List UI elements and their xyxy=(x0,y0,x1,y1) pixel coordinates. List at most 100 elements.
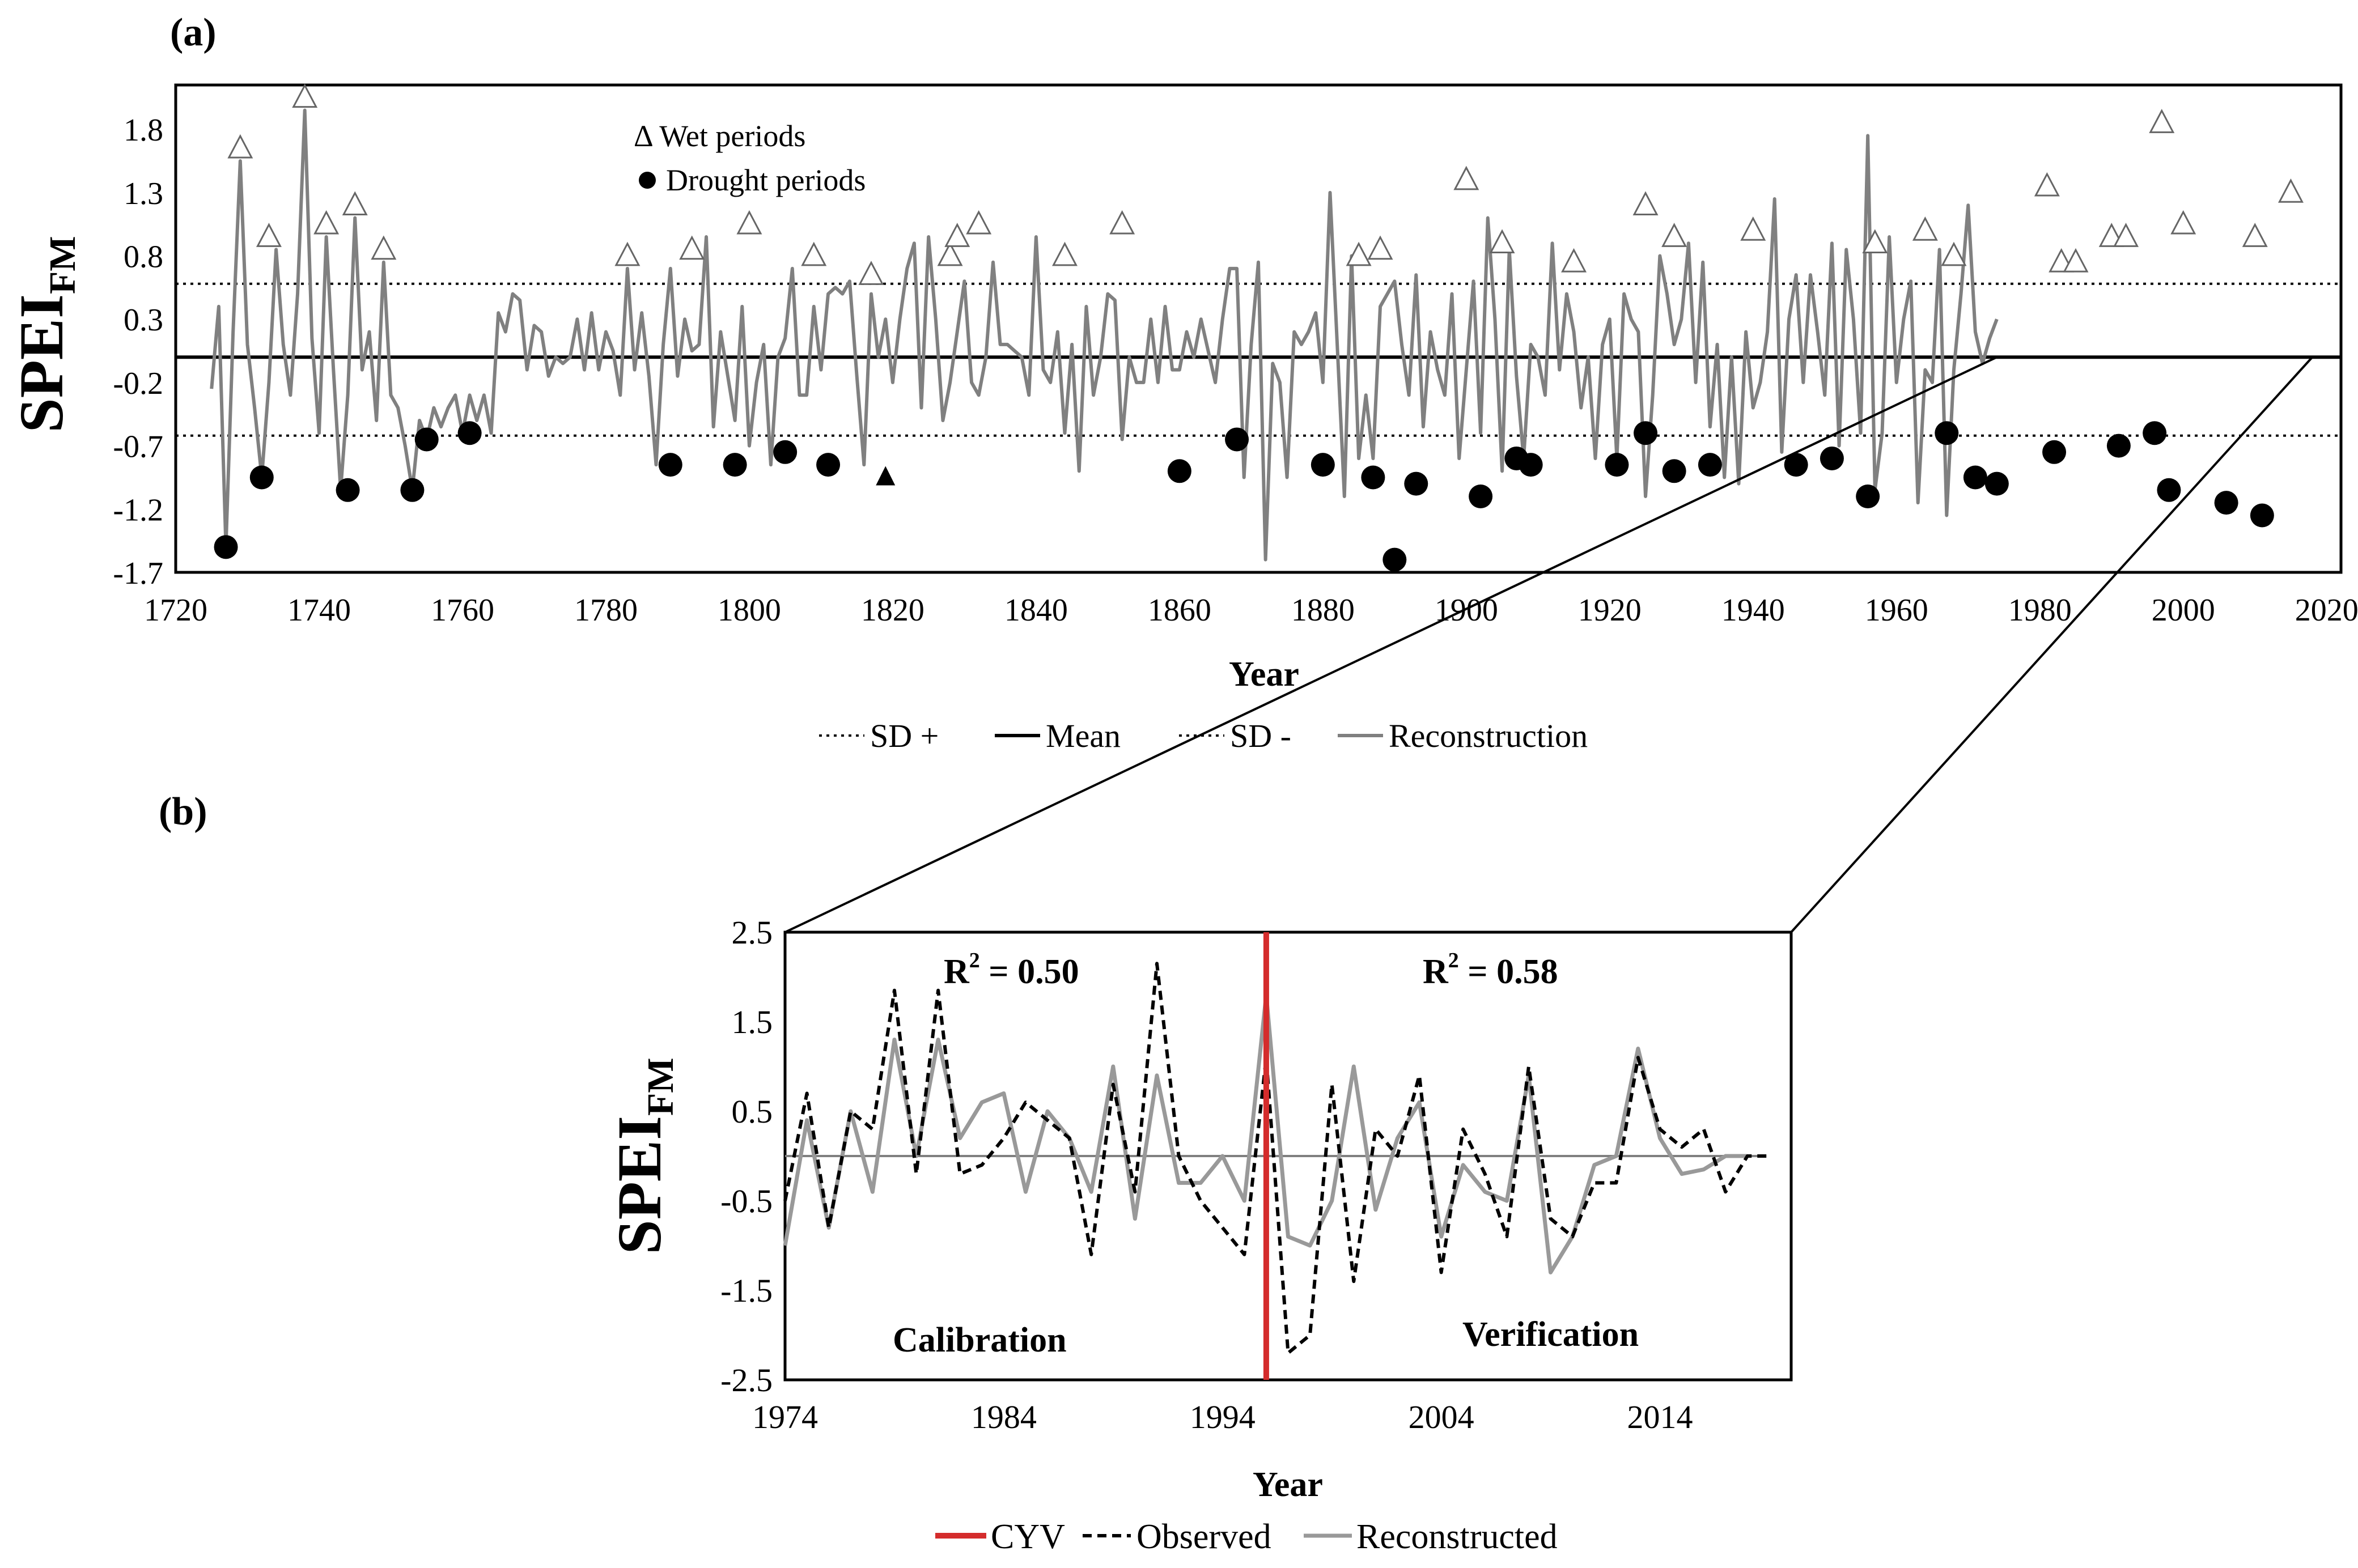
panel-b-label: (b) xyxy=(159,790,207,834)
panel-b-calibration-label: Calibration xyxy=(893,1321,1067,1359)
wet-period-marker xyxy=(2063,248,2089,273)
panel-a-x-tick-labels: 1720 1740 1760 1780 1800 1820 1840 1860 1880 1900… xyxy=(144,593,2358,628)
panel-a-drought-periods-note: Drought periods xyxy=(666,163,866,197)
panel-a-y-tick-labels: -1.7 -1.2 -0.7 -0.2 0.3 0.8 1.3 1.8 xyxy=(113,113,163,591)
panel-b-y-tick-label: 2.5 xyxy=(732,914,773,951)
drought-period-marker xyxy=(1820,446,1844,470)
legend-reconstructed-label: Reconstructed xyxy=(1356,1518,1558,1556)
panel-a-y-tick-label: -0.7 xyxy=(113,430,163,465)
panel-a-x-tick-label: 1800 xyxy=(718,593,781,628)
panel-a-wet-periods-note: Δ Wet periods xyxy=(634,119,805,153)
legend-sd-plus-label: SD + xyxy=(870,717,939,754)
drought-period-marker xyxy=(1784,453,1808,477)
panel-b-x-tick-label: 1984 xyxy=(971,1399,1037,1435)
panel-a-y-tick-label: -1.2 xyxy=(113,492,163,528)
wet-period-marker xyxy=(937,241,963,266)
drought-period-marker xyxy=(2214,491,2238,515)
drought-period-marker xyxy=(723,453,747,477)
panel-a-label: (a) xyxy=(170,11,217,54)
drought-period-marker xyxy=(1662,459,1686,483)
legend-cyv-label: CYV xyxy=(991,1518,1065,1556)
drought-period-marker xyxy=(1605,453,1629,477)
panel-a-x-tick-label: 2020 xyxy=(2295,593,2358,628)
wet-period-marker xyxy=(966,210,992,235)
drought-triangle-marker xyxy=(876,466,896,486)
wet-period-marker xyxy=(614,241,641,266)
svg-text:SPEIFM: SPEIFM xyxy=(605,1057,681,1254)
panel-a-y-tick-label: -1.7 xyxy=(113,556,163,591)
wet-period-marker xyxy=(1109,210,1135,235)
zoom-connector-left xyxy=(784,356,1997,933)
panel-a-x-tick-label: 1880 xyxy=(1291,593,1355,628)
wet-period-marker xyxy=(1453,165,1479,190)
legend-sd-minus-label: SD - xyxy=(1230,717,1291,754)
panel-b-r2-verification: R2 = 0.58 xyxy=(1423,949,1558,991)
panel-a-y-tick-label: 1.3 xyxy=(124,176,163,211)
wet-period-marker xyxy=(1561,248,1587,273)
drought-period-marker xyxy=(1311,453,1335,477)
drought-period-marker xyxy=(1963,465,1987,490)
wet-period-marker xyxy=(2113,223,2139,247)
wet-period-marker xyxy=(1632,191,1659,216)
legend-mean-label: Mean xyxy=(1046,717,1121,754)
wet-period-marker xyxy=(292,83,318,108)
wet-period-marker xyxy=(1941,241,1967,266)
panel-a-ylabel-sub: FM xyxy=(42,236,83,294)
drought-period-marker xyxy=(2250,503,2274,528)
panel-a-y-tick-label: -0.2 xyxy=(113,366,163,401)
drought-period-marker xyxy=(816,453,841,477)
drought-period-marker xyxy=(773,440,798,464)
drought-period-marker xyxy=(1984,471,2009,496)
drought-period-marker xyxy=(214,535,238,559)
panel-b-ylabel-main: SPEI xyxy=(605,1116,674,1255)
wet-period-marker xyxy=(342,191,368,216)
wet-period-marker xyxy=(1346,241,1372,266)
drought-period-marker xyxy=(400,478,425,502)
panel-a-x-tick-label: 1980 xyxy=(2008,593,2072,628)
wet-period-marker xyxy=(679,235,705,260)
wet-period-marker xyxy=(1051,241,1078,266)
zoom-connector-right xyxy=(1790,356,2313,933)
panel-b-y-tick-label: 0.5 xyxy=(732,1093,773,1130)
drought-period-marker xyxy=(457,421,482,445)
wet-period-marker xyxy=(2242,223,2268,247)
drought-period-marker xyxy=(1167,459,1191,483)
panel-b-x-tick-labels: 1974 1984 1994 2004 2014 xyxy=(752,1399,1693,1435)
panel-a-y-tick-label: 0.8 xyxy=(124,240,163,275)
wet-period-marker xyxy=(736,210,762,235)
drought-period-marker xyxy=(658,453,682,477)
drought-period-marker xyxy=(1382,547,1407,572)
panel-b-xlabel: Year xyxy=(1253,1465,1323,1504)
panel-a-wet-markers xyxy=(227,83,2304,285)
panel-a-plot-frame xyxy=(174,83,2343,574)
wet-period-marker xyxy=(313,210,340,235)
panel-b-x-tick-label: 2004 xyxy=(1409,1399,1474,1435)
panel-a-x-tick-label: 1840 xyxy=(1004,593,1068,628)
panel-b-r2-calibration: R2 = 0.50 xyxy=(944,949,1079,991)
panel-b-y-tick-label: 1.5 xyxy=(732,1004,773,1040)
drought-period-marker xyxy=(1469,484,1493,508)
panel-a-x-tick-label: 2000 xyxy=(2152,593,2215,628)
panel-a-x-tick-label: 1760 xyxy=(431,593,494,628)
panel-a-x-tick-label: 1780 xyxy=(574,593,638,628)
panel-a-drought-markers xyxy=(214,421,2274,572)
drought-period-marker xyxy=(1698,453,1722,477)
panel-a-y-tick-label: 1.8 xyxy=(124,113,163,148)
wet-period-marker xyxy=(227,134,253,159)
drought-period-marker xyxy=(249,465,274,490)
panel-b-y-tick-label: -1.5 xyxy=(720,1272,773,1309)
panel-a-drought-note-dot xyxy=(639,172,656,189)
panel-a-x-tick-label: 1920 xyxy=(1578,593,1642,628)
drought-period-marker xyxy=(336,478,360,502)
wet-period-marker xyxy=(1661,223,1687,247)
panel-b-verification-label: Verification xyxy=(1462,1315,1639,1354)
wet-period-marker xyxy=(1489,229,1515,254)
panel-a-x-tick-label: 1940 xyxy=(1721,593,1785,628)
panel-b-observed-line xyxy=(783,962,1770,1355)
panel-a-x-tick-label: 1720 xyxy=(144,593,207,628)
wet-period-marker xyxy=(858,261,884,285)
wet-period-marker xyxy=(801,241,827,266)
panel-b-ylabel-sub: FM xyxy=(640,1057,681,1116)
wet-period-marker xyxy=(1862,229,1888,254)
